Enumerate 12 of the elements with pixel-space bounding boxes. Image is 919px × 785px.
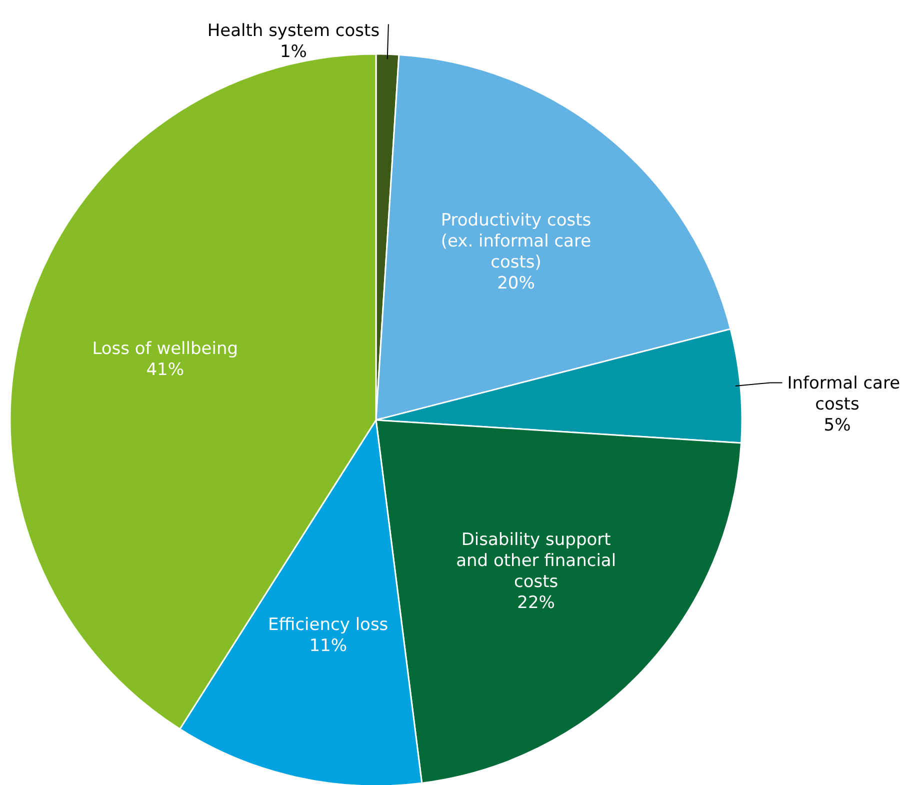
slice-label: Health system costs xyxy=(207,21,380,42)
slice-label: Productivity costs (ex. informal care costs) xyxy=(440,210,592,272)
slice-label: Informal care costs xyxy=(787,374,900,415)
data-label: 1% xyxy=(280,42,307,62)
data-label: 20% xyxy=(497,273,535,294)
slice-label: Disability support and other financial costs xyxy=(456,530,616,592)
data-label: 11% xyxy=(309,636,347,656)
slice-label: Efficiency loss xyxy=(268,614,388,635)
data-label: 41% xyxy=(146,360,184,380)
data-label: 5% xyxy=(824,416,851,436)
slice-label: Loss of wellbeing xyxy=(92,339,238,360)
data-label: 22% xyxy=(517,592,555,613)
